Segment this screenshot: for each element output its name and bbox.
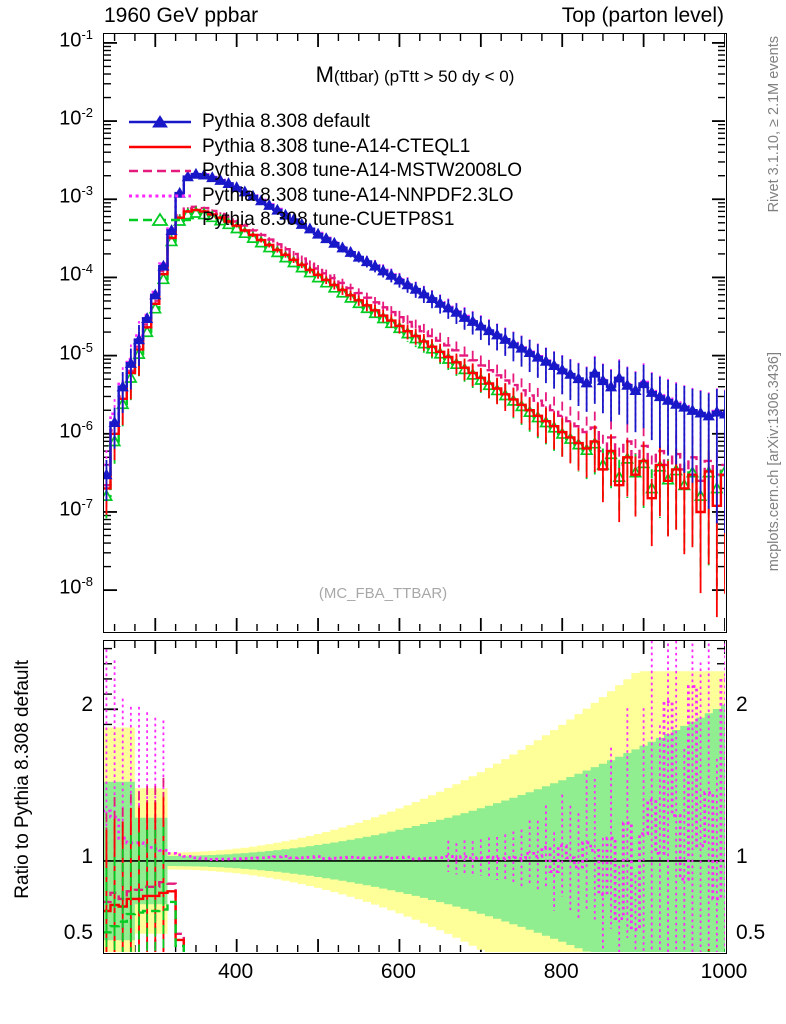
legend-line-sample (128, 112, 192, 132)
legend-item[interactable]: Pythia 8.308 tune-A14-NNPDF2.3LO (128, 184, 522, 209)
ratio-y-tick-label-left: 2 (81, 693, 93, 717)
ratio-y-tick-label-right: 2 (736, 693, 748, 717)
plot-title-rest: (ttbar) (pTtt > 50 dy < 0) (333, 67, 515, 86)
main-y-tick-exponent: -3 (81, 183, 93, 199)
ratio-plot-area (104, 641, 726, 953)
x-tick-label: 1000 (700, 960, 748, 983)
legend-line-sample (128, 186, 192, 206)
header-beam-label: 1960 GeV ppbar (104, 4, 259, 27)
legend-line-sample (128, 137, 192, 157)
main-y-tick-exponent: -7 (81, 495, 93, 511)
main-y-tick-base: 10 (59, 576, 82, 599)
header-process-label: Top (parton level) (561, 4, 724, 27)
main-y-tick-exponent: -1 (81, 26, 93, 42)
main-plot-area (104, 34, 726, 632)
main-y-tick-exponent: -2 (81, 105, 93, 121)
main-plot-panel (103, 33, 727, 633)
main-y-tick-label: 10-6 (59, 418, 93, 444)
legend-item-label: Pythia 8.308 tune-A14-MSTW2008LO (202, 160, 523, 182)
main-y-tick-base: 10 (59, 420, 82, 443)
main-y-tick-base: 10 (59, 107, 82, 130)
main-y-tick-base: 10 (59, 29, 82, 52)
x-tick-label: 600 (380, 960, 416, 983)
ratio-y-tick-label-right: 1 (736, 844, 748, 868)
ratio-plot-svg (104, 641, 725, 952)
ratio-axis-label: Ratio to Pythia 8.308 default (12, 660, 33, 899)
legend-line-sample (128, 210, 192, 230)
main-y-tick-label: 10-3 (59, 183, 93, 209)
main-y-tick-base: 10 (59, 498, 82, 521)
main-y-tick-label: 10-8 (59, 574, 93, 600)
main-y-tick-label: 10-2 (59, 105, 93, 131)
rivet-version-caption: Rivet 3.1.10, ≥ 2.1M events (766, 36, 782, 213)
legend-item-label: Pythia 8.308 tune-CUETP8S1 (202, 209, 455, 231)
main-y-tick-exponent: -4 (81, 261, 93, 277)
main-y-tick-label: 10-7 (59, 496, 93, 522)
plot-title: M(ttbar) (pTtt > 50 dy < 0) (103, 62, 727, 88)
ratio-y-tick-label-right: 0.5 (736, 920, 766, 944)
legend-item-label: Pythia 8.308 default (202, 111, 370, 133)
main-y-tick-base: 10 (59, 342, 82, 365)
main-y-tick-exponent: -8 (81, 574, 93, 590)
main-y-tick-label: 10-1 (59, 27, 93, 53)
ratio-y-tick-label-left: 1 (81, 844, 93, 868)
main-y-tick-label: 10-4 (59, 261, 93, 287)
analysis-watermark: (MC_FBA_TTBAR) (318, 585, 448, 602)
legend-item[interactable]: Pythia 8.308 tune-A14-MSTW2008LO (128, 159, 522, 184)
main-y-tick-label: 10-5 (59, 340, 93, 366)
legend-item-label: Pythia 8.308 tune-A14-NNPDF2.3LO (202, 184, 514, 206)
main-y-tick-base: 10 (59, 264, 82, 287)
main-y-tick-base: 10 (59, 185, 82, 208)
legend-item[interactable]: Pythia 8.308 tune-CUETP8S1 (128, 208, 522, 233)
ratio-plot-panel (103, 640, 727, 954)
plot-title-main: M (315, 62, 334, 87)
x-tick-label: 400 (218, 960, 254, 983)
x-tick-label: 800 (543, 960, 579, 983)
main-plot-svg (104, 34, 725, 631)
ratio-y-tick-label-left: 0.5 (63, 920, 93, 944)
legend-item-label: Pythia 8.308 tune-A14-CTEQL1 (202, 135, 471, 157)
legend-line-sample (128, 161, 192, 181)
legend-item[interactable]: Pythia 8.308 default (128, 110, 522, 135)
legend: Pythia 8.308 default Pythia 8.308 tune-A1… (128, 110, 522, 233)
mcplots-source-caption: mcplots.cern.ch [arXiv:1306.3436] (766, 352, 782, 572)
main-y-tick-exponent: -6 (81, 417, 93, 433)
legend-item[interactable]: Pythia 8.308 tune-A14-CTEQL1 (128, 135, 522, 160)
main-y-tick-exponent: -5 (81, 339, 93, 355)
